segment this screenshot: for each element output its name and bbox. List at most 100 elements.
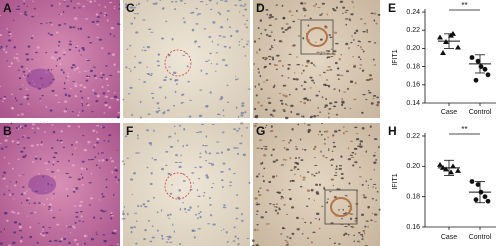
cell <box>377 13 381 16</box>
cell <box>69 26 73 29</box>
cell <box>362 194 366 197</box>
cell <box>216 2 218 5</box>
data-point <box>473 197 479 203</box>
cell <box>325 157 328 159</box>
cell <box>305 205 309 208</box>
cell <box>106 84 110 87</box>
cell <box>287 67 290 70</box>
cell <box>13 231 17 234</box>
cell <box>338 167 342 170</box>
cell <box>187 80 190 83</box>
cell <box>336 6 338 9</box>
cell <box>238 127 241 130</box>
cell <box>302 176 306 179</box>
cell <box>360 213 365 216</box>
cell <box>349 154 354 156</box>
cell <box>265 124 268 127</box>
cell <box>256 210 259 213</box>
cell <box>116 98 120 101</box>
y-tick-label: 0.24 <box>406 9 420 16</box>
cell <box>245 127 249 129</box>
cell <box>331 150 334 153</box>
cell <box>344 232 348 235</box>
cell <box>342 208 345 211</box>
cell <box>130 226 134 229</box>
cell <box>49 33 54 36</box>
cell <box>146 0 149 2</box>
cell <box>345 23 348 26</box>
cell <box>278 40 282 43</box>
cell <box>209 91 212 94</box>
cell <box>85 168 88 170</box>
cell <box>245 19 249 22</box>
cell <box>197 205 199 208</box>
cell <box>102 74 105 76</box>
cell <box>219 12 222 16</box>
panel-label: C <box>126 1 135 15</box>
cell <box>91 20 95 23</box>
cell <box>153 159 158 161</box>
cell <box>74 221 77 224</box>
cell <box>202 195 205 197</box>
cell <box>326 201 328 204</box>
cell <box>9 10 11 13</box>
cell <box>68 176 72 178</box>
cell <box>241 104 245 107</box>
cell <box>150 144 152 146</box>
cell <box>58 13 61 15</box>
cell <box>285 148 290 151</box>
data-point <box>448 169 454 175</box>
cell <box>289 237 292 240</box>
cell <box>109 74 113 76</box>
cell <box>274 64 279 66</box>
cell <box>133 16 136 20</box>
cell <box>157 53 161 56</box>
cell <box>35 155 38 158</box>
cell <box>362 93 366 96</box>
cell <box>121 160 125 162</box>
cell <box>79 90 82 93</box>
cell <box>260 32 263 35</box>
cell <box>95 20 100 23</box>
cell <box>90 172 93 175</box>
cell <box>359 142 362 146</box>
cell <box>111 231 115 235</box>
cell <box>17 138 20 140</box>
cell <box>70 87 72 90</box>
cell <box>258 38 261 40</box>
cell <box>255 94 258 97</box>
cell <box>144 205 148 208</box>
cell <box>299 100 303 103</box>
cell <box>173 71 177 75</box>
cell <box>81 160 85 163</box>
cell <box>107 52 111 55</box>
cell <box>304 80 306 82</box>
cell <box>138 61 142 64</box>
cell <box>147 200 150 203</box>
cell <box>222 36 226 38</box>
y-axis-label: IFIT1 <box>392 49 399 65</box>
cell <box>228 46 231 49</box>
cell <box>19 88 23 90</box>
cell <box>99 217 102 220</box>
cell <box>27 45 31 48</box>
cell <box>108 134 112 137</box>
data-point <box>440 49 446 55</box>
cell <box>332 145 337 148</box>
cell <box>199 152 202 155</box>
cell <box>220 179 224 182</box>
cell <box>49 209 53 212</box>
cell <box>255 213 258 215</box>
cell <box>314 164 318 166</box>
cell <box>359 41 361 43</box>
cell <box>195 213 197 216</box>
cell <box>121 217 126 220</box>
cell <box>9 181 12 183</box>
cell <box>107 140 110 143</box>
cell <box>358 56 361 59</box>
cell <box>255 175 259 178</box>
cell <box>17 114 20 117</box>
cell <box>349 217 353 220</box>
data-point <box>485 198 491 204</box>
cell <box>358 176 362 178</box>
